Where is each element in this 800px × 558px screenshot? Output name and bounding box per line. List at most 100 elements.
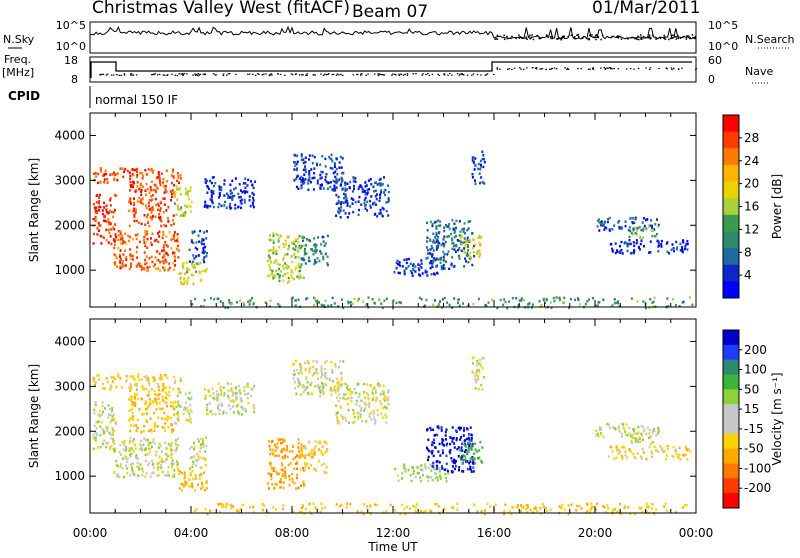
echo-cell — [385, 297, 388, 300]
echo-cell — [157, 416, 160, 419]
echo-cell — [231, 391, 234, 394]
echo-cell — [150, 169, 153, 172]
echo-cell — [463, 222, 466, 225]
echo-cell — [442, 255, 445, 259]
echo-cell — [158, 455, 161, 458]
echo-cell — [230, 507, 233, 510]
echo-cell — [112, 440, 115, 443]
echo-cell — [435, 465, 438, 468]
echo-cell — [491, 298, 494, 302]
echo-cell — [684, 245, 687, 248]
echo-cell — [131, 258, 134, 261]
echo-cell — [167, 443, 170, 446]
echo-cell — [103, 178, 106, 181]
nave-dot — [322, 74, 325, 76]
echo-cell — [158, 388, 161, 392]
echo-cell — [228, 396, 231, 400]
echo-cell — [267, 259, 270, 263]
echo-cell — [458, 428, 461, 431]
echo-cell — [467, 220, 470, 223]
echo-cell — [112, 171, 115, 174]
nave-dot — [123, 73, 126, 75]
echo-cell — [601, 224, 604, 227]
echo-cell — [452, 460, 455, 463]
echo-cell — [296, 167, 299, 170]
nave-dot — [496, 67, 498, 69]
nave-dot — [154, 73, 157, 75]
echo-cell — [162, 230, 165, 234]
echo-cell — [186, 410, 189, 413]
echo-cell — [177, 418, 180, 422]
echo-cell — [313, 155, 316, 159]
echo-cell — [383, 405, 386, 409]
echo-cell — [129, 184, 132, 187]
echo-cell — [364, 192, 367, 196]
nave-dot — [342, 74, 344, 77]
echo-cell — [432, 454, 435, 458]
echo-cell — [608, 216, 611, 220]
echo-cell — [611, 509, 614, 512]
echo-cell — [124, 232, 127, 236]
echo-cell — [116, 172, 119, 175]
echo-cell — [442, 238, 445, 241]
echo-cell — [114, 447, 117, 450]
echo-cell — [335, 186, 338, 189]
nsearch-dot — [530, 36, 532, 39]
nsearch-dot — [635, 37, 637, 40]
echo-cell — [317, 236, 320, 239]
colorbar-tick-label: -15 — [744, 422, 764, 436]
echo-cell — [113, 418, 115, 422]
echo-cell — [384, 193, 387, 197]
echo-cell — [446, 469, 449, 473]
echo-cell — [270, 261, 273, 264]
echo-cell — [314, 249, 316, 252]
nave-dot — [186, 73, 188, 75]
echo-cell — [619, 244, 621, 248]
echo-cell — [305, 453, 308, 456]
nsearch-dot — [592, 36, 595, 39]
echo-region-12 — [394, 462, 450, 483]
echo-cell — [427, 458, 429, 462]
echo-cell — [171, 423, 174, 427]
echo-cell — [112, 210, 115, 214]
echo-cell — [150, 241, 153, 245]
echo-cell — [277, 302, 280, 306]
echo-cell — [359, 184, 362, 187]
echo-cell — [360, 510, 363, 514]
echo-cell — [164, 374, 166, 377]
echo-cell — [131, 411, 134, 415]
echo-cell — [324, 157, 327, 161]
echo-cell — [199, 466, 202, 470]
echo-cell — [96, 233, 99, 236]
echo-cell — [567, 504, 570, 507]
echo-cell — [616, 510, 619, 514]
echo-cell — [175, 460, 178, 463]
echo-cell — [651, 301, 654, 304]
echo-cell — [147, 443, 150, 447]
echo-region-19 — [191, 296, 694, 310]
nave-dot — [335, 74, 338, 76]
echo-cell — [227, 394, 229, 398]
echo-cell — [380, 302, 383, 305]
echo-cell — [403, 258, 406, 262]
echo-cell — [470, 447, 473, 450]
echo-cell — [315, 370, 318, 373]
echo-cell — [244, 190, 247, 193]
echo-cell — [315, 360, 318, 363]
colorbar-swatch — [723, 115, 739, 133]
nsearch-dot — [648, 34, 651, 36]
echo-cell — [613, 301, 616, 305]
echo-cell — [301, 454, 304, 457]
nave-dot — [545, 68, 547, 71]
echo-cell — [156, 425, 159, 428]
echo-cell — [178, 404, 181, 407]
echo-cell — [465, 437, 468, 441]
echo-cell — [396, 262, 399, 266]
echo-cell — [316, 182, 319, 185]
echo-cell — [119, 167, 122, 170]
echo-cell — [101, 387, 104, 390]
echo-cell — [645, 509, 648, 513]
y-axis-label: Slant Range [km] — [27, 158, 41, 262]
echo-cell — [284, 476, 287, 479]
echo-cell — [574, 298, 577, 302]
